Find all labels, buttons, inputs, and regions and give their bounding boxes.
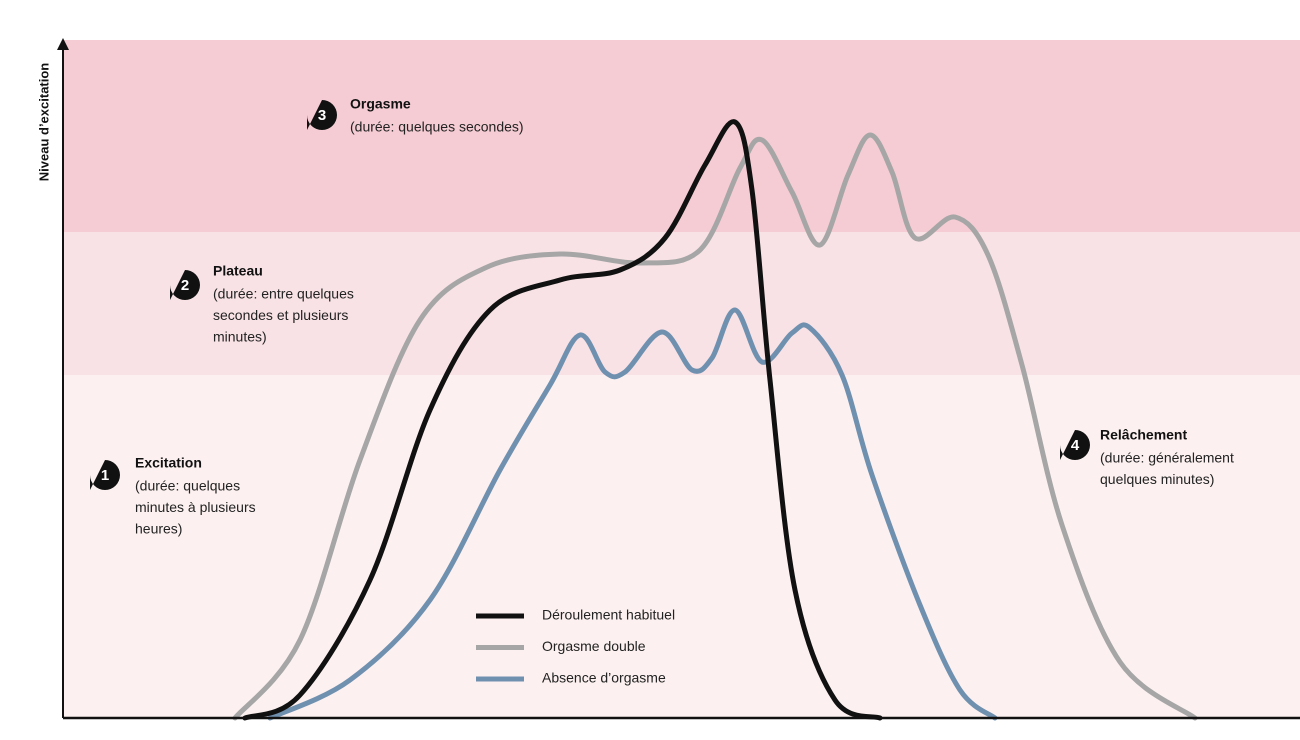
badge-number: 2 [181, 277, 189, 294]
badge [307, 100, 337, 130]
badge-number: 4 [1071, 437, 1080, 454]
phase-description: heures) [135, 521, 182, 537]
phase-title: Plateau [213, 263, 263, 279]
phase-description: (durée: entre quelques [213, 286, 354, 302]
phase-description: minutes à plusieurs [135, 499, 256, 515]
badge-number: 3 [318, 107, 326, 124]
y-axis-arrow [57, 38, 69, 50]
phase-title: Excitation [135, 455, 202, 471]
excitation-band [63, 375, 1300, 718]
orgasm-band [63, 40, 1300, 232]
phase-description: secondes et plusieurs [213, 307, 348, 323]
legend-label: Déroulement habituel [542, 607, 675, 623]
curve [232, 132, 1198, 721]
phase-description: (durée: quelques [135, 478, 240, 494]
legend-label: Orgasme double [542, 638, 646, 654]
phase-labels: 1 Excitation (durée: quelques minutes à plu… [90, 96, 1234, 537]
phase-description: (durée: quelques secondes) [350, 119, 524, 135]
badge [90, 460, 120, 490]
phase-title: Relâchement [1100, 427, 1187, 443]
curves [232, 119, 1198, 721]
legend-label: Absence d’orgasme [542, 670, 666, 686]
badge [170, 270, 200, 300]
phase-title: Orgasme [350, 96, 411, 112]
phase-description: (durée: généralement [1100, 450, 1234, 466]
phase-description: minutes) [213, 329, 267, 345]
badge [1060, 430, 1090, 460]
legend: Déroulement habituel Orgasme double Absenc… [476, 607, 675, 686]
badge-number: 1 [101, 467, 109, 484]
y-axis-label: Niveau d’excitation [36, 63, 51, 182]
curve [267, 307, 998, 721]
phase-description: quelques minutes) [1100, 471, 1214, 487]
curve [242, 119, 883, 721]
